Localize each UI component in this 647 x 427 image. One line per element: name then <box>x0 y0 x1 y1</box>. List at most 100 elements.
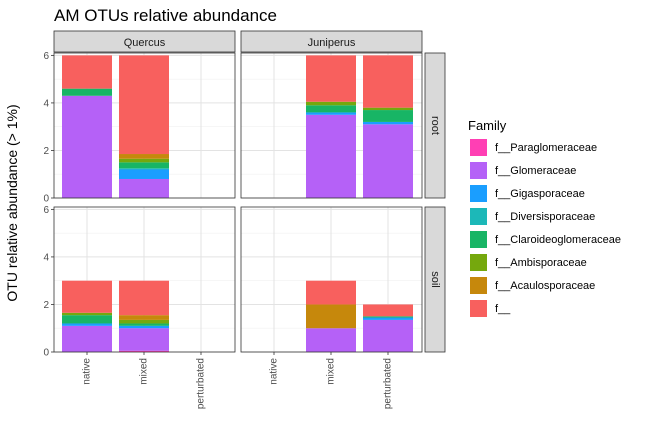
legend-label: f__Paraglomeraceae <box>495 142 597 154</box>
bar-segment-f-gigasporaceae <box>363 121 413 125</box>
y-tick-label: 6 <box>43 205 49 216</box>
bar-segment-f-claroideoglomeraceae <box>363 110 413 122</box>
bar-mixed <box>119 280 169 352</box>
bar-mixed <box>119 55 169 198</box>
x-tick-label-perturbated: perturbated <box>196 358 207 409</box>
panel-quercus-root: 0 2 4 6 <box>43 51 236 205</box>
strip-label: Juniperus <box>308 37 356 49</box>
strip-background <box>53 30 236 53</box>
bar-segment-f-glomeraceae <box>62 95 112 198</box>
legend-swatch <box>470 139 487 156</box>
bar-segment-f <box>119 55 169 155</box>
bar-perturbated <box>363 55 413 198</box>
bar-segment-f-paraglomeraceae <box>119 350 169 352</box>
strip-background <box>424 206 446 353</box>
bar-segment-f-ambisporaceae <box>363 107 413 111</box>
panel-border <box>240 52 423 199</box>
x-tick-label-mixed: mixed <box>326 358 337 385</box>
bar-segment-f <box>119 280 169 316</box>
bar-perturbated <box>363 304 413 352</box>
bar-segment-f-glomeraceae <box>306 114 356 198</box>
x-tick-label-mixed: mixed <box>139 358 150 385</box>
legend-entry-f-acaulosporaceae: f__Acaulosporaceae <box>470 277 595 294</box>
bar-segment-f-glomeraceae <box>119 178 169 198</box>
y-tick-label: 4 <box>43 98 49 109</box>
bar-segment-f-diversisporaceae <box>119 168 169 170</box>
legend-label: f__Glomeraceae <box>495 165 576 177</box>
legend-swatch <box>470 185 487 202</box>
bar-segment-f-glomeraceae <box>363 319 413 352</box>
legend-title: Family <box>468 118 507 133</box>
bar-segment-f <box>306 280 356 305</box>
strip-label: Quercus <box>124 37 166 49</box>
x-tick-label-native: native <box>82 358 93 385</box>
bar-mixed <box>306 55 356 198</box>
legend-swatch <box>470 231 487 248</box>
legend-label: f__ <box>495 303 511 315</box>
panel-juniperus-soil: native mixed perturbated <box>240 206 423 409</box>
bar-mixed <box>306 280 356 352</box>
bar-segment-f <box>363 55 413 108</box>
legend-entry-f-diversisporaceae: f__Diversisporaceae <box>470 208 595 225</box>
legend-entry-f-paraglomeraceae: f__Paraglomeraceae <box>470 139 597 156</box>
bar-segment-f <box>306 55 356 102</box>
strip-background <box>240 30 423 53</box>
bar-native <box>62 55 112 198</box>
bar-segment-f-claroideoglomeraceae <box>119 162 169 169</box>
legend-swatch <box>470 162 487 179</box>
y-tick-label: 6 <box>43 51 49 62</box>
legend-label: f__Diversisporaceae <box>495 211 595 223</box>
panel-border <box>53 206 236 353</box>
panel-border <box>240 206 423 353</box>
x-tick-label-native: native <box>269 358 280 385</box>
bar-segment-f-gigasporaceae <box>119 325 169 329</box>
legend-label: f__Claroideoglomeraceae <box>495 234 621 246</box>
bar-segment-f-claroideoglomeraceae <box>119 323 169 326</box>
bar-segment-f-claroideoglomeraceae <box>62 88 112 96</box>
bar-segment-f-acaulosporaceae <box>119 315 169 320</box>
legend-entry-f-claroideoglomeraceae: f__Claroideoglomeraceae <box>470 231 621 248</box>
y-tick-label: 2 <box>43 300 49 311</box>
legend-items: f__Paraglomeraceae f__Glomeraceae f__Gigas… <box>470 139 621 317</box>
bar-segment-f-glomeraceae <box>363 124 413 198</box>
chart-title: AM OTUs relative abundance <box>54 6 277 25</box>
bar-segment-f <box>62 55 112 89</box>
y-tick-label: 0 <box>43 348 49 359</box>
y-tick-label: 0 <box>43 194 49 205</box>
bar-segment-f-claroideoglomeraceae <box>62 315 112 324</box>
y-tick-label: 2 <box>43 146 49 157</box>
bar-segment-f-gigasporaceae <box>119 169 169 179</box>
legend-entry-f-glomeraceae: f__Glomeraceae <box>470 162 576 179</box>
strip-label: soil <box>429 271 441 288</box>
bar-segment-f-gigasporaceae <box>62 323 112 326</box>
bar-segment-f <box>363 304 413 317</box>
legend-label: f__Ambisporaceae <box>495 257 587 269</box>
strip-row-root: root <box>424 52 446 199</box>
legend-entry-f-ambisporaceae: f__Ambisporaceae <box>470 254 587 271</box>
legend: Family f__Paraglomeraceae f__Glomeraceaef… <box>468 118 621 317</box>
legend-label: f__Gigasporaceae <box>495 188 585 200</box>
legend-swatch <box>470 277 487 294</box>
panel-quercus-soil: 0 2 4 6 native mixed perturbated <box>43 205 236 409</box>
bar-segment-f-glomeraceae <box>119 328 169 351</box>
bar-segment-f <box>62 280 112 313</box>
bar-segment-f-gigasporaceae <box>363 317 413 320</box>
legend-entry-f-gigasporaceae: f__Gigasporaceae <box>470 185 585 202</box>
bar-segment-f-ambisporaceae <box>62 312 112 316</box>
panel-juniperus-root <box>240 52 423 199</box>
x-tick-label-perturbated: perturbated <box>383 358 394 409</box>
legend-entry-f: f__ <box>470 300 511 317</box>
strip-column-juniperus: Juniperus <box>240 30 423 53</box>
legend-swatch <box>470 300 487 317</box>
bar-segment-f-ambisporaceae <box>306 101 356 106</box>
strip-column-quercus: Quercus <box>53 30 236 53</box>
strip-label: root <box>429 116 441 135</box>
y-tick-label: 4 <box>43 252 49 263</box>
bar-segment-f-ambisporaceae <box>119 319 169 324</box>
bar-segment-f-glomeraceae <box>62 325 112 352</box>
panel-border <box>53 52 236 199</box>
legend-swatch <box>470 208 487 225</box>
bar-native <box>62 280 112 352</box>
